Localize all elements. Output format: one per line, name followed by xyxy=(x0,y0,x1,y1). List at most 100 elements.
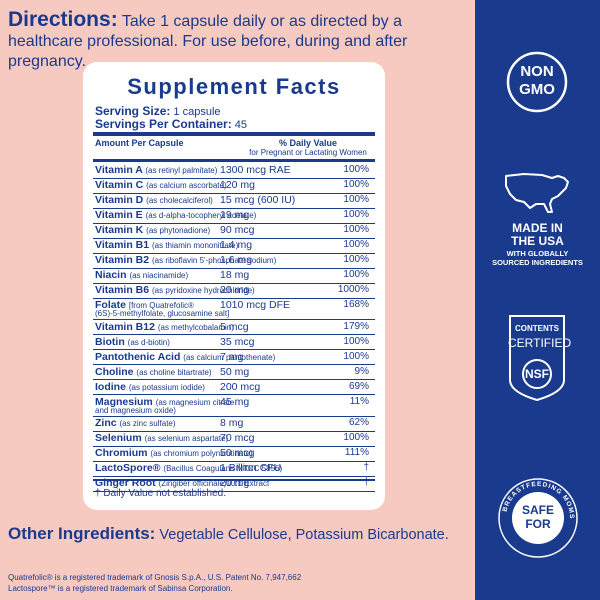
servings-per-container: Servings Per Container: 45 xyxy=(95,117,248,131)
nutrient-name: Folate [from Quatrefolic® xyxy=(95,299,194,311)
nutrient-amount: 19 mg xyxy=(220,209,250,221)
nutrient-row: Chromium (as chromium polynicotinate) 50 … xyxy=(93,446,375,462)
nutrient-name: LactoSpore® (Bacillus Coagulans MTCC 585… xyxy=(95,462,283,474)
amount-header: Amount Per Capsule xyxy=(95,138,184,148)
trademark-lactospore: Lactospore™ is a registered trademark of… xyxy=(8,584,233,593)
nutrient-row: Vitamin B2 (as riboflavin 5'-phosphate s… xyxy=(93,253,375,269)
non-gmo-circle-icon xyxy=(506,51,568,113)
nutrient-name: Biotin (as d-biotin) xyxy=(95,335,170,348)
serving-size: Serving Size: 1 capsule xyxy=(95,104,221,118)
nutrient-daily-value: 100% xyxy=(343,224,369,235)
nutrient-amount: 120 mg xyxy=(220,179,256,191)
supplement-facts-title: Supplement Facts xyxy=(127,74,341,99)
nutrient-name: Vitamin C (as calcium ascorbate) xyxy=(95,179,227,191)
nutrient-row: Zinc (as zinc sulfate) 8 mg 62% xyxy=(93,416,375,432)
nutrient-amount: 8 mg xyxy=(220,417,244,429)
nutrient-amount: 1010 mcg DFE xyxy=(220,299,291,311)
nsf-certified-badge: CONTENTS CERTIFIED NSF xyxy=(508,314,571,402)
nutrient-daily-value: 100% xyxy=(343,194,369,205)
non-gmo-line1: NON xyxy=(520,63,554,80)
daily-value-header: % Daily Value xyxy=(278,138,338,148)
nutrient-row: Vitamin A (as retinyl palmitate) 1300 mcg… xyxy=(93,163,375,179)
nutrient-name: Vitamin D (as cholecalciferol) xyxy=(95,194,213,206)
nutrient-form-continued: and magnesium oxide) xyxy=(95,405,176,415)
nutrient-amount: 1.4 mg xyxy=(220,239,253,251)
nutrient-row: Vitamin K (as phytonadione) 90 mcg 100% xyxy=(93,223,375,239)
breastfeeding-safe-badge: BREASTFEEDING MOMS SAFE FOR xyxy=(497,477,579,559)
nutrient-amount: 45 mg xyxy=(220,395,250,408)
nutrient-daily-value: 100% xyxy=(343,269,369,280)
nutrient-amount: 7 mg xyxy=(220,350,244,363)
nutrient-row: Vitamin B12 (as methylcobalamin) 5 mcg 179… xyxy=(93,320,375,335)
nutrient-name: Magnesium (as magnesium citrate xyxy=(95,395,235,408)
nutrient-name: Iodine (as potassium iodide) xyxy=(95,380,205,393)
nutrient-row: Vitamin C (as calcium ascorbate) 120 mg 10… xyxy=(93,178,375,194)
nutrient-row: Vitamin D (as cholecalciferol) 15 mcg (60… xyxy=(93,193,375,209)
nutrient-row: Selenium (as selenium aspartate) 70 mcg 10… xyxy=(93,431,375,447)
nutrient-amount: 5 mcg xyxy=(220,320,249,333)
usa-map-icon xyxy=(505,173,569,213)
nutrient-daily-value: 100% xyxy=(343,335,369,347)
other-ingredients: Other Ingredients: Vegetable Cellulose, … xyxy=(8,525,468,544)
directions-body: Take 1 capsule daily or as directed by a… xyxy=(8,13,408,70)
nutrient-row: LactoSpore® (Bacillus Coagulans MTCC 585… xyxy=(93,461,375,477)
table-bottom-rule xyxy=(93,479,375,481)
nutrient-row: Pantothenic Acid (as calcium pantothenat… xyxy=(93,350,375,365)
daily-value-footnote: † Daily Value not established. xyxy=(95,488,227,499)
nutrient-name: Selenium (as selenium aspartate) xyxy=(95,432,229,444)
nutrient-daily-value: 100% xyxy=(343,254,369,265)
made-in-line3: WITH GLOBALLY xyxy=(506,249,569,258)
nutrient-amount: 20 mg xyxy=(220,284,250,296)
nutrient-name: Vitamin E (as d-alpha-tocopheryl acetate… xyxy=(95,209,257,221)
nutrient-name: Pantothenic Acid (as calcium pantothenat… xyxy=(95,350,276,363)
daily-value-subheader: for Pregnant or Lactating Women xyxy=(249,148,367,157)
non-gmo-line2: GMO xyxy=(519,81,555,98)
nutrient-daily-value: 168% xyxy=(343,299,369,310)
badge-sidebar: NON GMO MADE IN THE USA WITH GLOBALLY SO… xyxy=(475,0,600,600)
nutrient-amount: 1.6 mg xyxy=(220,254,253,266)
table-top-rule xyxy=(93,159,375,162)
nutrient-amount: 35 mcg xyxy=(220,335,255,348)
nutrient-row: Biotin (as d-biotin) 35 mcg 100% xyxy=(93,335,375,350)
nutrient-daily-value: 111% xyxy=(344,447,369,458)
trademark-quatrefolic: Quatrefolic® is a registered trademark o… xyxy=(8,573,302,582)
nsf-mark: NSF xyxy=(525,367,549,381)
nutrient-daily-value: 100% xyxy=(343,350,369,362)
nutrient-daily-value: 100% xyxy=(343,179,369,190)
nutrient-row: Choline (as choline bitartrate) 50 mg 9% xyxy=(93,365,375,380)
non-gmo-badge: NON GMO xyxy=(506,51,568,113)
nsf-shield-icon xyxy=(509,315,565,402)
nutrient-daily-value: 9% xyxy=(354,365,369,377)
nutrient-amount: 15 mcg (600 IU) xyxy=(220,194,296,206)
nutrient-amount: 1 Billion CFU xyxy=(220,462,282,474)
nutrient-daily-value: 11% xyxy=(349,395,369,407)
nutrient-name: Vitamin B6 (as pyridoxine hydrochloride) xyxy=(95,284,255,296)
nutrient-amount: 50 mg xyxy=(220,365,250,378)
nutrient-name: Vitamin A (as retinyl palmitate) xyxy=(95,164,218,176)
nutrient-daily-value: 100% xyxy=(343,209,369,220)
nutrient-daily-value: 1000% xyxy=(337,284,369,295)
supplement-facts-panel: Supplement Facts Serving Size: 1 capsule… xyxy=(83,62,385,510)
nutrient-amount: 18 mg xyxy=(220,269,250,281)
other-ingredients-label: Other Ingredients: xyxy=(8,524,156,543)
nutrient-row: Vitamin B6 (as pyridoxine hydrochloride)… xyxy=(93,283,375,299)
nutrient-row: Folate [from Quatrefolic® (6S)-5-methylfo… xyxy=(93,298,375,320)
nutrient-row: Vitamin E (as d-alpha-tocopheryl acetate… xyxy=(93,208,375,224)
nutrient-row: Iodine (as potassium iodide) 200 mcg 69% xyxy=(93,380,375,395)
made-in-line2: THE USA xyxy=(511,234,564,248)
nsf-contents-label: CONTENTS xyxy=(515,324,559,333)
breastfeeding-ring-icon: BREASTFEEDING MOMS xyxy=(498,478,578,558)
made-in-line4: SOURCED INGREDIENTS xyxy=(492,258,583,267)
nutrient-row: Magnesium (as magnesium citrate and magne… xyxy=(93,395,375,417)
nutrient-name: Niacin (as niacinamide) xyxy=(95,269,189,281)
nutrient-form-continued: (6S)-5-methylfolate, glucosamine salt] xyxy=(95,309,230,318)
directions-text: Directions: Take 1 capsule daily or as d… xyxy=(8,9,468,72)
nutrient-name: Vitamin B12 (as methylcobalamin) xyxy=(95,320,234,333)
nutrient-amount: 1300 mcg RAE xyxy=(220,164,291,176)
nutrient-amount: 90 mcg xyxy=(220,224,255,236)
nutrient-daily-value: † xyxy=(363,477,369,488)
nutrient-daily-value: 100% xyxy=(343,239,369,250)
for-label: FOR xyxy=(525,517,551,531)
nutrient-daily-value: 69% xyxy=(348,380,369,392)
